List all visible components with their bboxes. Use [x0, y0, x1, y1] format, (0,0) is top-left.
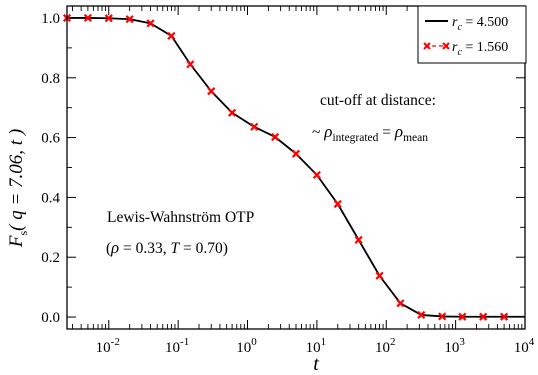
series-layer [62, 13, 525, 321]
y-axis-title-main: F [6, 235, 27, 248]
cutoff-annotation-line2: ~ ρintegrated = ρmean [312, 122, 428, 144]
x-tick-label: 10-2 [96, 336, 120, 356]
data-point-rc-1560 [500, 312, 509, 321]
cutoff-rho-2: ρ [394, 122, 403, 141]
system-open-paren: ( [106, 240, 111, 257]
data-point-rc-1560 [186, 60, 195, 69]
system-rho: ρ [110, 238, 119, 257]
axis-tick-labels: 10-2 10-1 100 101 102 103 104 0.0 0.2 0.4 0.6 0.8 1.… [41, 11, 535, 356]
data-point-rc-1560 [250, 122, 259, 131]
legend-label-rc-4500: rc = 4.500 [452, 15, 508, 33]
data-point-rc-1560 [312, 170, 321, 180]
data-point-rc-1560 [291, 149, 301, 158]
cutoff-tilde: ~ [312, 124, 324, 141]
x-tick-label: 104 [514, 336, 535, 356]
y-tick-label: 1.0 [41, 11, 60, 27]
y-tick-label: 0.4 [41, 190, 60, 206]
legend-sub-2: c [457, 47, 462, 58]
data-point-rc-1560 [375, 271, 384, 280]
legend-var-2: r [452, 40, 458, 55]
legend-box [417, 5, 527, 64]
data-point-rc-1560 [417, 310, 426, 320]
plot-frame [66, 5, 526, 330]
legend-label-rc-1560: rc = 1.560 [452, 40, 508, 58]
system-rho-value: = 0.33, [119, 240, 170, 257]
x-tick-label: 103 [444, 336, 465, 356]
data-point-rc-1560 [438, 312, 447, 321]
x-tick-label: 101 [306, 336, 327, 356]
data-point-rc-1560 [333, 199, 342, 209]
y-tick-label: 0.6 [41, 131, 60, 147]
data-point-rc-1560 [354, 235, 363, 244]
system-temperature-value: = 0.70) [179, 240, 228, 257]
cutoff-sub-1: integrated [332, 132, 378, 144]
data-point-rc-1560 [479, 312, 488, 321]
y-tick-label: 0.0 [41, 310, 60, 326]
y-tick-label: 0.8 [41, 71, 60, 87]
x-tick-label: 102 [375, 336, 396, 356]
legend: rc = 4.500 rc = 1.560 [417, 5, 527, 64]
x-axis-title: t [313, 353, 319, 375]
y-axis-title-args: ( q = 7.06, t ) [6, 129, 27, 231]
data-point-rc-1560 [104, 14, 113, 23]
cutoff-sub-2: mean [403, 132, 428, 144]
cutoff-equals: = [378, 124, 395, 141]
legend-value-2: = 1.560 [462, 40, 508, 55]
legend-var-1: r [452, 15, 458, 30]
legend-marker-rc-1560 [423, 42, 450, 50]
x-tick-label: 10-1 [165, 336, 189, 356]
data-point-rc-1560 [396, 299, 405, 308]
system-annotation-line1: Lewis-Wahnström OTP [107, 209, 254, 226]
y-axis-title: Fs( q = 7.06, t ) [6, 129, 30, 248]
x-tick-label: 100 [236, 336, 257, 356]
data-point-rc-1560 [271, 132, 280, 142]
legend-sub-1: c [457, 22, 462, 33]
data-point-rc-1560 [125, 15, 134, 24]
data-point-rc-1560 [458, 312, 467, 321]
y-tick-label: 0.2 [41, 250, 60, 266]
cutoff-annotation-line1: cut-off at distance: [320, 92, 436, 109]
data-point-rc-1560 [83, 13, 92, 23]
system-temperature: T [170, 240, 180, 257]
data-point-rc-1560 [207, 87, 216, 96]
data-point-rc-1560 [167, 31, 176, 40]
cutoff-rho-1: ρ [323, 122, 332, 141]
system-annotation-line2: (ρ = 0.33, T = 0.70) [106, 238, 228, 257]
y-axis-title-sub: s [16, 231, 30, 236]
data-point-rc-1560 [146, 19, 155, 28]
legend-value-1: = 4.500 [462, 15, 508, 30]
data-point-rc-1560 [228, 108, 237, 117]
